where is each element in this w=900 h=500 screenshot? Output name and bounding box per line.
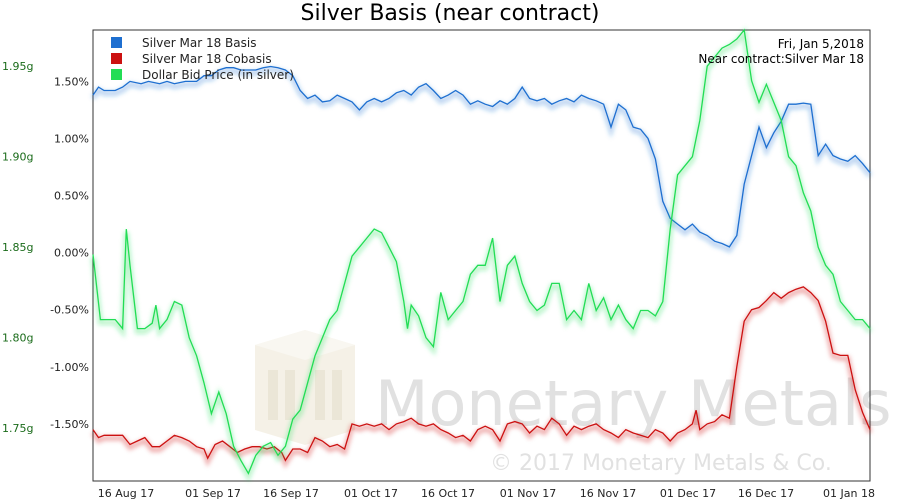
right-axis-tick-label: -0.50%: [50, 304, 89, 317]
x-tick-label: 16 Oct 17: [421, 487, 475, 500]
x-tick-label: 16 Dec 17: [738, 487, 794, 500]
legend-label-cobasis: Silver Mar 18 Cobasis: [142, 52, 272, 66]
legend-swatch-dollar-bid: [111, 69, 122, 80]
legend-swatch-basis: [111, 37, 122, 48]
info-contract: Near contract:Silver Mar 18: [698, 52, 864, 66]
x-tick-label: 01 Oct 17: [344, 487, 398, 500]
x-axis: 16 Aug 17 01 Sep 17 16 Sep 17 01 Oct 17 16 O…: [98, 487, 875, 500]
left-axis-tick-label: 1.95g: [2, 60, 33, 73]
x-tick-label: 16 Sep 17: [263, 487, 319, 500]
left-axis-tick-label: 1.80g: [2, 332, 33, 345]
x-tick-label: 16 Aug 17: [98, 487, 154, 500]
x-tick-label: 16 Nov 17: [580, 487, 636, 500]
right-axis-tick-label: 0.50%: [54, 190, 89, 203]
legend: Silver Mar 18 Basis Silver Mar 18 Cobasi…: [111, 36, 294, 82]
left-axis-tick-label: 1.90g: [2, 151, 33, 164]
right-axis-tick-label: 0.00%: [54, 247, 89, 260]
right-y-axis: 1.50% 1.00% 0.50% 0.00% -0.50% -1.00% -1.50%: [50, 75, 89, 431]
series-line-cobasis: [92, 286, 871, 462]
right-axis-tick-label: -1.00%: [50, 361, 89, 374]
info-date: Fri, Jan 5,2018: [778, 37, 864, 51]
series-line-basis: [92, 65, 871, 248]
info-box: Fri, Jan 5,2018 Near contract:Silver Mar…: [698, 37, 864, 66]
right-axis-tick-label: 1.50%: [54, 75, 89, 88]
watermark: Monetary Metals © 2017 Monetary Metals &…: [255, 330, 892, 476]
legend-swatch-cobasis: [111, 53, 122, 64]
right-axis-tick-label: -1.50%: [50, 418, 89, 431]
series-shadow-dollar-bid: [90, 27, 872, 483]
legend-label-dollar-bid: Dollar Bid Price (in silver): [142, 68, 294, 82]
x-tick-label: 01 Nov 17: [500, 487, 556, 500]
left-y-axis: 1.95g 1.90g 1.85g 1.80g 1.75g: [2, 60, 33, 435]
chart-title: Silver Basis (near contract): [301, 1, 600, 26]
watermark-brand: Monetary Metals: [375, 367, 892, 440]
legend-label-basis: Silver Mar 18 Basis: [142, 36, 256, 50]
x-tick-label: 01 Sep 17: [185, 487, 241, 500]
series-line-dollar-bid: [92, 28, 871, 475]
right-axis-tick-label: 1.00%: [54, 132, 89, 145]
left-axis-tick-label: 1.75g: [2, 422, 33, 435]
watermark-copyright: © 2017 Monetary Metals & Co.: [490, 451, 832, 476]
x-tick-label: 01 Dec 17: [660, 487, 716, 500]
left-axis-tick-label: 1.85g: [2, 241, 33, 254]
series-layer: [90, 27, 873, 483]
x-tick-label: 01 Jan 18: [823, 487, 875, 500]
